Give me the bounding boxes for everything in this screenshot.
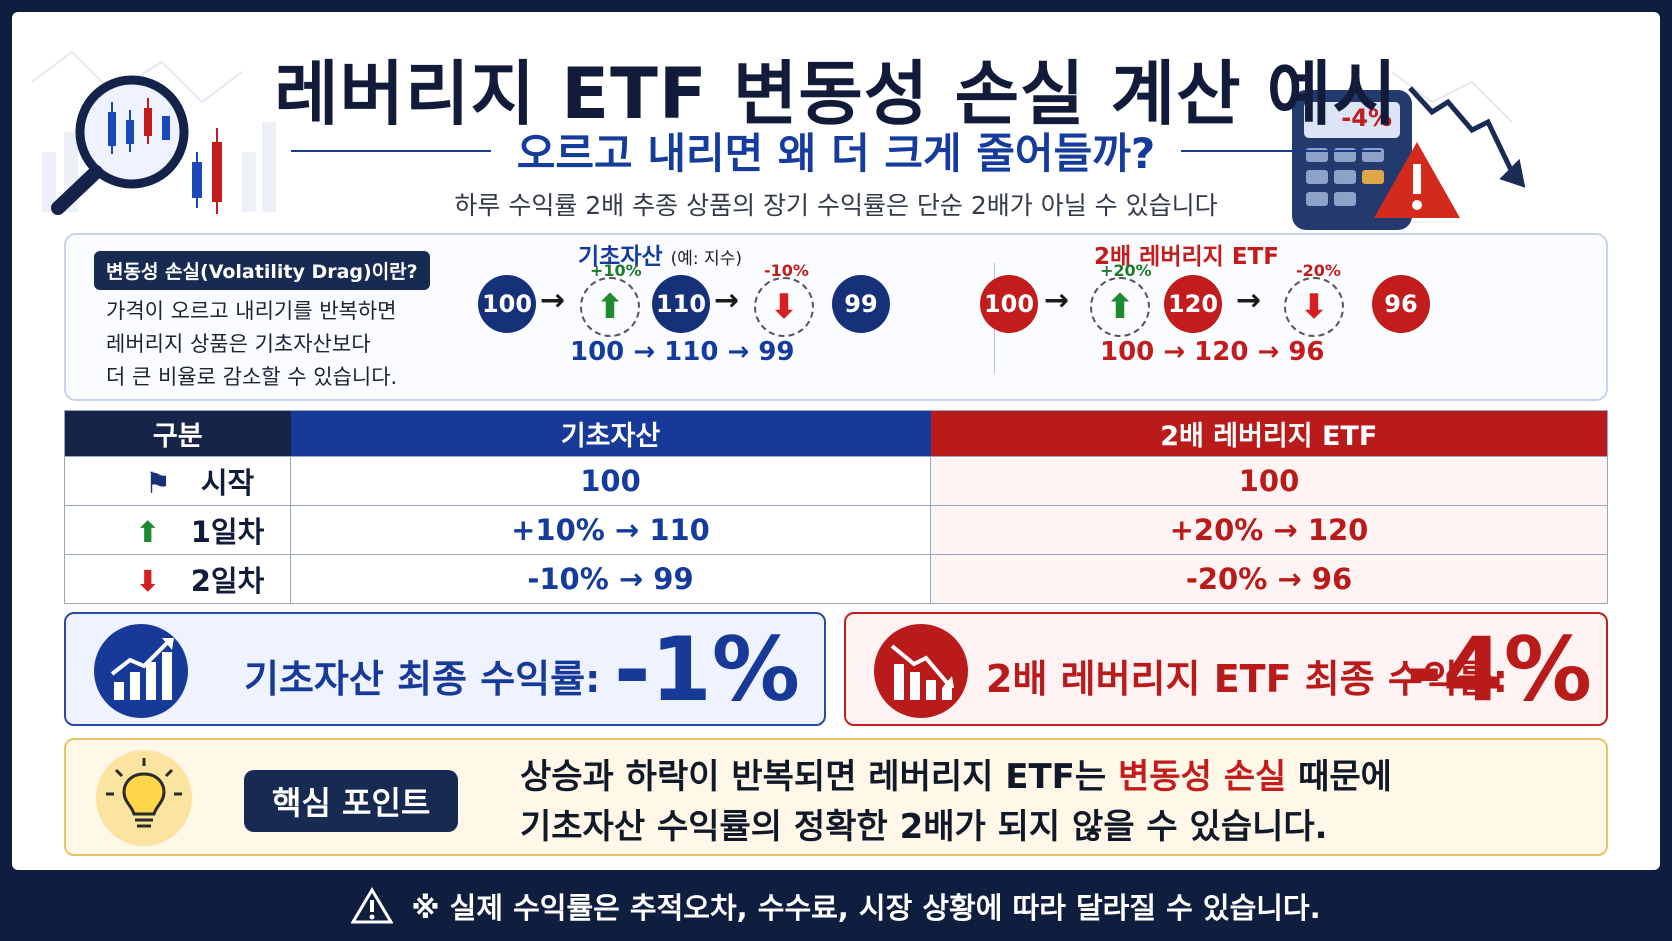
chart-decoration bbox=[31, 50, 1526, 230]
divider bbox=[1181, 149, 1382, 152]
flow-base-title-text: 기초자산 bbox=[578, 244, 663, 270]
table-cell: 100 bbox=[290, 456, 931, 506]
lev-result-box: 2배 레버리지 ETF 최종 수익률: -4% bbox=[844, 612, 1608, 726]
table-header: 기초자산 bbox=[290, 410, 931, 457]
up-arrow-icon: ⬆ bbox=[135, 515, 160, 549]
flow-lev-title: 2배 레버리지 ETF bbox=[1094, 244, 1279, 270]
base-result-value: -1% bbox=[614, 618, 800, 721]
flow-base-title-note: (예: 지수) bbox=[670, 249, 742, 269]
rising-chart-icon bbox=[94, 624, 188, 718]
down-arrow-icon: ⬇ bbox=[1284, 277, 1344, 337]
row-label: 시작 bbox=[200, 466, 255, 500]
flow-lev-down-pct: -20% bbox=[1296, 261, 1341, 280]
flow-base-end: 99 bbox=[832, 275, 890, 333]
flow-base-sequence: 100 → 110 → 99 bbox=[570, 337, 795, 367]
flow-lev-start: 100 bbox=[980, 275, 1038, 333]
down-arrow-icon: ⬇ bbox=[135, 564, 160, 598]
warning-icon bbox=[1374, 142, 1460, 218]
definition-line: 더 큰 비율로 감소할 수 있습니다. bbox=[106, 365, 398, 389]
falling-chart-icon bbox=[874, 624, 968, 718]
arrow-right-icon: → bbox=[1236, 283, 1262, 318]
definition-text: 가격이 오르고 내리기를 반복하면 레버리지 상품은 기초자산보다 더 큰 비율… bbox=[106, 295, 397, 394]
footer: ※ 실제 수익률은 추적오차, 수수료, 시장 상황에 따라 달라질 수 있습니… bbox=[0, 870, 1672, 941]
down-arrow-icon: ⬇ bbox=[754, 277, 814, 337]
lev-result-value: -4% bbox=[1406, 618, 1592, 721]
row-label: 2일차 bbox=[190, 564, 265, 598]
table-row: ⬆ 1일차 +10% → 110 +20% → 120 bbox=[64, 505, 1608, 555]
arrow-right-icon: → bbox=[540, 283, 566, 318]
table-header: 2배 레버리지 ETF bbox=[930, 410, 1608, 457]
table-cell: ⬇ 2일차 bbox=[64, 554, 291, 604]
flow-base-title: 기초자산 (예: 지수) bbox=[578, 237, 742, 271]
calculator-display: -4% bbox=[1341, 104, 1392, 132]
warning-icon bbox=[351, 886, 394, 923]
magnifier-icon bbox=[51, 75, 189, 215]
flow-base-start: 100 bbox=[478, 275, 536, 333]
flow-lev-up-pct: +20% bbox=[1100, 261, 1152, 280]
table-cell: -20% → 96 bbox=[930, 554, 1608, 604]
table-header-row: 구분 기초자산 2배 레버리지 ETF bbox=[64, 410, 1608, 457]
key-point-line: 기초자산 수익률의 정확한 2배가 되지 않을 수 있습니다. bbox=[520, 807, 1328, 847]
key-point-line: 상승과 하락이 반복되면 레버리지 ETF는 변동성 손실 때문에 bbox=[520, 752, 1392, 802]
table-cell: ⬆ 1일차 bbox=[64, 505, 291, 555]
lightbulb-icon bbox=[96, 750, 192, 846]
page-description: 하루 수익률 2배 추종 상품의 장기 수익률은 단순 2배가 아닐 수 있습니… bbox=[454, 191, 1218, 220]
falling-arrow-icon bbox=[1408, 86, 1526, 188]
footer-note: ※ 실제 수익률은 추적오차, 수수료, 시장 상황에 따라 달라질 수 있습니… bbox=[411, 890, 1321, 925]
divider bbox=[290, 149, 491, 152]
table-row: ⚑ 시작 100 100 bbox=[64, 456, 1608, 506]
definition-badge: 변동성 손실(Volatility Drag)이란? bbox=[94, 251, 430, 290]
table-cell: -10% → 99 bbox=[290, 554, 931, 604]
table-row: ⬇ 2일차 -10% → 99 -20% → 96 bbox=[64, 554, 1608, 604]
row-label: 1일차 bbox=[190, 515, 265, 549]
arrow-right-icon: → bbox=[1044, 283, 1070, 318]
flow-lev-end: 96 bbox=[1372, 275, 1430, 333]
subtitle-row: 오르고 내리면 왜 더 크게 줄어들까? bbox=[0, 120, 1672, 181]
flow-lev-mid: 120 bbox=[1164, 275, 1222, 333]
base-result-label: 기초자산 최종 수익률: bbox=[244, 657, 601, 701]
key-point-badge: 핵심 포인트 bbox=[244, 770, 459, 832]
lev-result-label: 2배 레버리지 ETF 최종 수익률: bbox=[986, 657, 1508, 701]
base-result-box: 기초자산 최종 수익률: -1% bbox=[64, 612, 826, 726]
up-arrow-icon: ⬆ bbox=[580, 277, 640, 337]
candlestick-icon bbox=[192, 128, 222, 214]
table-header: 구분 bbox=[64, 410, 291, 457]
table-cell: +20% → 120 bbox=[930, 505, 1608, 555]
flag-icon: ⚑ bbox=[144, 466, 171, 500]
definition-line: 가격이 오르고 내리기를 반복하면 bbox=[106, 299, 397, 323]
flow-base-down-pct: -10% bbox=[764, 261, 809, 280]
flow-base-up-pct: +10% bbox=[590, 261, 642, 280]
flow-lev-sequence: 100 → 120 → 96 bbox=[1100, 337, 1325, 367]
definition-panel: 변동성 손실(Volatility Drag)이란? 가격이 오르고 내리기를 … bbox=[64, 233, 1608, 401]
text-segment: 상승과 하락이 반복되면 레버리지 ETF는 bbox=[520, 757, 1119, 797]
highlight-text: 변동성 손실 bbox=[1118, 757, 1287, 797]
up-arrow-icon: ⬆ bbox=[1090, 277, 1150, 337]
table-cell: ⚑ 시작 bbox=[64, 456, 291, 506]
calculator-icon bbox=[1292, 90, 1412, 230]
comparison-table: 구분 기초자산 2배 레버리지 ETF ⚑ 시작 100 100 ⬆ 1일차 +10… bbox=[64, 410, 1608, 604]
table-cell: +10% → 110 bbox=[290, 505, 931, 555]
flow-base-mid: 110 bbox=[652, 275, 710, 333]
key-point-text: 상승과 하락이 반복되면 레버리지 ETF는 변동성 손실 때문에 기초자산 수… bbox=[520, 752, 1392, 852]
arrow-right-icon: → bbox=[714, 283, 740, 318]
definition-line: 레버리지 상품은 기초자산보다 bbox=[106, 332, 371, 356]
text-segment: 때문에 bbox=[1286, 757, 1392, 797]
table-cell: 100 bbox=[930, 456, 1608, 506]
key-point-box: 핵심 포인트 상승과 하락이 반복되면 레버리지 ETF는 변동성 손실 때문에… bbox=[64, 738, 1608, 856]
page-title: 레버리지 ETF 변동성 손실 계산 예시 bbox=[274, 53, 1398, 135]
page-subtitle: 오르고 내리면 왜 더 크게 줄어들까? bbox=[516, 129, 1156, 178]
